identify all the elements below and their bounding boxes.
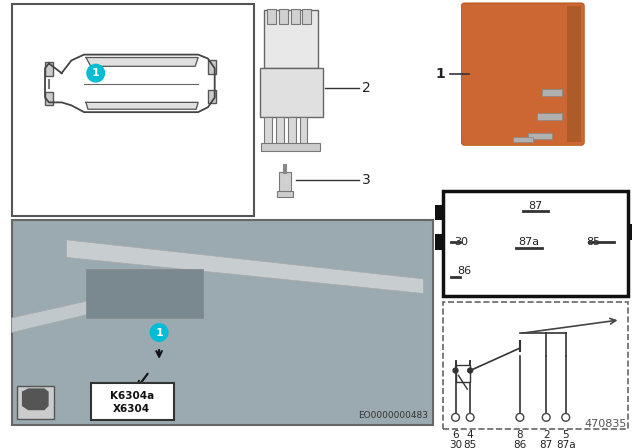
Text: 1: 1	[92, 68, 100, 78]
Polygon shape	[67, 240, 423, 293]
Text: 87a: 87a	[556, 439, 575, 448]
Text: 86: 86	[458, 266, 472, 276]
Bar	[303, 9, 311, 24]
Text: 3: 3	[362, 173, 371, 187]
Polygon shape	[12, 284, 164, 332]
Text: K6304a: K6304a	[109, 391, 154, 401]
Text: X6304: X6304	[113, 404, 150, 414]
Bar	[276, 117, 284, 146]
Bar	[279, 172, 291, 193]
Bar	[45, 62, 53, 76]
Bar	[538, 113, 562, 120]
Text: 86: 86	[513, 439, 527, 448]
Bar	[91, 383, 173, 420]
Bar	[435, 234, 443, 250]
Circle shape	[468, 368, 472, 373]
Bar	[86, 269, 203, 318]
Polygon shape	[22, 389, 48, 409]
Text: 85: 85	[587, 237, 601, 247]
Text: 87: 87	[540, 439, 553, 448]
Bar	[513, 138, 532, 142]
Bar	[264, 117, 272, 146]
Bar	[542, 89, 562, 95]
Text: 470835: 470835	[585, 419, 627, 429]
FancyBboxPatch shape	[461, 3, 584, 145]
Text: 1: 1	[156, 327, 163, 337]
Bar	[260, 68, 323, 117]
Text: 30: 30	[449, 439, 462, 448]
Bar	[12, 4, 253, 216]
Bar	[628, 224, 636, 240]
Text: 87a: 87a	[518, 237, 540, 247]
Bar	[262, 143, 320, 151]
Bar	[443, 191, 628, 297]
Bar	[288, 117, 296, 146]
Text: EO0000000483: EO0000000483	[358, 411, 428, 420]
Circle shape	[87, 65, 104, 82]
Bar	[17, 386, 54, 419]
Bar	[566, 6, 581, 142]
Circle shape	[453, 368, 458, 373]
Bar	[443, 302, 628, 429]
Circle shape	[150, 324, 168, 341]
Bar	[268, 9, 276, 24]
Text: 6: 6	[452, 430, 459, 440]
Bar	[456, 365, 470, 382]
Circle shape	[467, 414, 474, 421]
Bar	[45, 92, 53, 105]
Text: 85: 85	[463, 439, 477, 448]
Polygon shape	[86, 57, 198, 66]
Circle shape	[562, 414, 570, 421]
Bar	[12, 220, 433, 425]
Circle shape	[542, 414, 550, 421]
Bar	[300, 117, 307, 146]
Text: 87: 87	[529, 201, 543, 211]
Polygon shape	[86, 103, 198, 109]
Polygon shape	[45, 55, 214, 112]
Text: 2: 2	[362, 81, 371, 95]
Bar	[435, 205, 443, 220]
Bar	[279, 9, 288, 24]
Bar	[208, 90, 216, 103]
Bar	[264, 10, 318, 68]
Text: 1: 1	[435, 67, 445, 81]
Text: 5: 5	[563, 430, 569, 440]
Text: 2: 2	[543, 430, 550, 440]
Bar	[208, 60, 216, 74]
Circle shape	[516, 414, 524, 421]
Bar	[528, 133, 552, 139]
Bar	[291, 9, 300, 24]
Text: 4: 4	[467, 430, 474, 440]
Bar	[277, 191, 292, 197]
Text: 8: 8	[516, 430, 524, 440]
Text: 30: 30	[454, 237, 468, 247]
Circle shape	[452, 414, 460, 421]
